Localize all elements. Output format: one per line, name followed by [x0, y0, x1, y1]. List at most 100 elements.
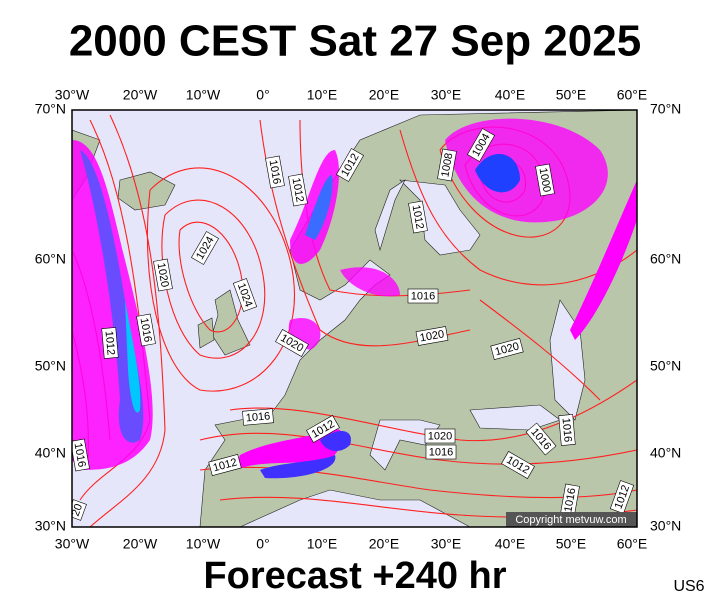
isobar-label-text: 1012: [410, 204, 426, 230]
lon-label-bottom: 50°E: [556, 536, 587, 552]
lon-label-bottom: 30°E: [431, 536, 462, 552]
lon-label-bottom: 20°E: [369, 536, 400, 552]
isobar-label-box: [490, 337, 524, 361]
isobar-label: 1012: [208, 453, 242, 477]
lat-label-right: 60°N: [650, 251, 681, 267]
isobar-label: 1016: [407, 288, 439, 304]
isobar-label-box: [407, 288, 439, 304]
isobar-label-text: 1016: [267, 159, 283, 185]
isobar-label-box: [501, 451, 535, 479]
isobar-label: 1016: [242, 408, 274, 426]
lon-label-top: 10°W: [186, 87, 221, 103]
isobar-label: 1008: [437, 148, 457, 182]
isobar-label: 1020: [415, 326, 449, 346]
model-code: US6: [673, 578, 704, 595]
lon-label-top: 0°: [256, 87, 269, 103]
isobar-label-text: 1016: [562, 487, 578, 513]
lon-label-bottom: 20°W: [123, 536, 158, 552]
isobar-label-text: 1016: [72, 442, 88, 468]
lat-label-right: 40°N: [650, 445, 681, 461]
isobar-label: 1016: [265, 155, 285, 189]
map-frame: [71, 109, 638, 528]
lon-label-bottom: 10°W: [186, 536, 221, 552]
isobar-label-box: [609, 480, 635, 514]
isobar-label-text: 1020: [428, 430, 452, 442]
isobar-label-box: [525, 422, 557, 456]
isobar-label-box: [425, 444, 457, 460]
isobar-label-text: 1016: [560, 417, 574, 442]
isobar-label-box: [424, 428, 456, 444]
lon-label-top: 50°E: [556, 87, 587, 103]
isobar-label-box: [275, 329, 309, 357]
lat-label-left: 40°N: [35, 445, 66, 461]
map-title: 2000 CEST Sat 27 Sep 2025: [69, 17, 641, 66]
isobar-label-box: [288, 173, 308, 207]
lat-label-left: 30°N: [35, 518, 66, 534]
lon-label-top: 60°E: [617, 87, 648, 103]
isobar-label-box: [535, 163, 555, 197]
isobar-label: 1012: [288, 173, 308, 207]
forecast-label: Forecast +240 hr: [203, 555, 506, 597]
lat-label-left: 50°N: [35, 358, 66, 374]
graticule-labels: 30°W 30°W 20°W 20°W 10°W 10°W 0° 0° 10°E 10°E 20°E…: [35, 87, 682, 552]
isobar-label: 1012: [408, 200, 428, 234]
isobar-label: 1020: [490, 337, 524, 361]
isobar-label: 1020: [424, 428, 456, 444]
isobar-label-box: [467, 128, 495, 162]
isobar-label: 1016: [558, 414, 576, 446]
isobar-label-text: 1000: [537, 167, 553, 193]
lat-label-left: 70°N: [35, 101, 66, 117]
isobar-label-box: [208, 453, 242, 477]
lon-label-top: 20°E: [369, 87, 400, 103]
lon-label-top: 10°E: [307, 87, 338, 103]
lat-label-right: 50°N: [650, 358, 681, 374]
isobar-label-box: [232, 278, 258, 312]
isobar-label-box: [437, 148, 457, 182]
lon-label-bottom: 0°: [256, 536, 269, 552]
isobar-label-box: [408, 200, 428, 234]
isobar-label-box: [72, 438, 90, 472]
isobar-label-box: [101, 327, 119, 359]
copyright-box: [506, 512, 637, 527]
lat-label-right: 70°N: [650, 101, 681, 117]
isobar-label-box: [336, 148, 364, 182]
lon-label-top: 40°E: [495, 87, 526, 103]
isobar-label-text: 1016: [411, 290, 435, 302]
lon-label-bottom: 10°E: [307, 536, 338, 552]
isobar-label: 1012: [101, 327, 119, 359]
lon-label-bottom: 40°E: [495, 536, 526, 552]
isobar-label-box: [191, 231, 219, 265]
isobar-label-box: [136, 313, 156, 347]
isobar-label-text: 20: [70, 502, 85, 518]
lon-label-bottom: 30°W: [55, 536, 90, 552]
isobar-label: 1016: [136, 313, 156, 347]
isobar-label-text: 1020: [419, 328, 445, 344]
lon-label-top: 30°W: [55, 87, 90, 103]
isobar-label-text: 1016: [429, 446, 453, 458]
isobar-label: 1016: [72, 438, 90, 472]
isobar-label-box: [153, 258, 173, 292]
isobar-label-text: 1020: [155, 262, 171, 288]
isobar-label-box: [242, 408, 274, 426]
lat-label-left: 60°N: [35, 251, 66, 267]
isobar-label-box: [558, 414, 576, 446]
isobar-label-text: 1016: [245, 410, 270, 424]
isobar-label: 1020: [153, 258, 173, 292]
lon-label-top: 20°W: [123, 87, 158, 103]
lon-label-bottom: 60°E: [617, 536, 648, 552]
isobar-label-text: 1012: [103, 330, 117, 355]
isobar-label-text: 1008: [439, 152, 455, 178]
lon-label-top: 30°E: [431, 87, 462, 103]
isobar-label-box: [265, 155, 285, 189]
isobar-label-box: [306, 415, 340, 443]
copyright: Copyright metvuw.com: [515, 514, 626, 526]
isobar-label-box: [415, 326, 449, 346]
isobar-label: 1000: [535, 163, 555, 197]
lat-label-right: 30°N: [650, 518, 681, 534]
isobar-label-text: 1016: [138, 317, 154, 343]
isobar-label: 1016: [425, 444, 457, 460]
isobar-label-text: 1012: [290, 177, 306, 203]
